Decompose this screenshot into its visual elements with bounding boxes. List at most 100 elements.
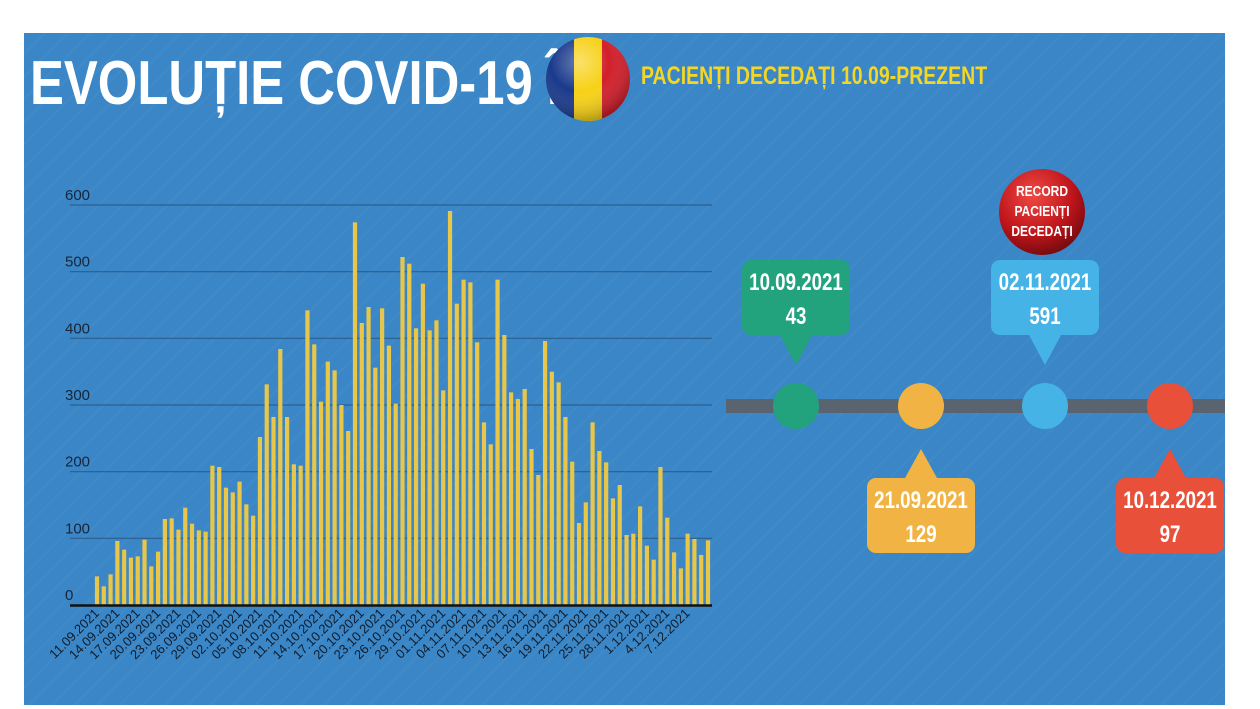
romania-flag-icon — [546, 37, 630, 121]
bar — [509, 392, 514, 605]
callout-box — [742, 260, 850, 335]
y-tick-label: 100 — [65, 520, 90, 537]
bar — [644, 545, 649, 605]
bar — [223, 487, 229, 605]
callout-pointer — [1154, 449, 1186, 478]
bar — [196, 530, 201, 605]
bar — [352, 222, 358, 606]
bar — [536, 475, 541, 605]
bar — [176, 529, 181, 605]
bar — [502, 335, 507, 605]
callout-box — [1116, 478, 1224, 553]
bar — [597, 451, 602, 605]
bar — [488, 444, 493, 605]
y-axis: 0 100 200 300 400 500 600 — [65, 187, 90, 604]
bar — [454, 303, 459, 605]
bar — [380, 308, 385, 605]
bar — [427, 330, 432, 605]
bar — [685, 533, 690, 605]
bar — [162, 519, 167, 605]
callout-pointer — [780, 335, 812, 365]
bar — [305, 310, 310, 605]
bar — [570, 461, 575, 605]
bar — [156, 551, 161, 605]
bar — [515, 399, 521, 605]
timeline-dot — [1022, 383, 1068, 429]
event-date: 10.09.2021 — [749, 269, 843, 296]
bar — [617, 485, 622, 605]
bar — [183, 507, 188, 605]
bar — [692, 539, 697, 605]
callout-box — [867, 478, 975, 553]
bar — [122, 549, 127, 605]
bar — [149, 566, 154, 605]
bar — [542, 341, 548, 605]
bar — [400, 257, 405, 605]
bar — [332, 370, 337, 605]
bar — [420, 283, 425, 605]
bar — [271, 417, 276, 605]
timeline-dot — [898, 383, 944, 429]
bar — [189, 523, 195, 605]
bar — [312, 344, 317, 605]
y-tick-label: 300 — [65, 387, 90, 404]
y-tick-label: 600 — [65, 187, 90, 204]
bar — [529, 449, 534, 605]
bar — [651, 559, 656, 605]
bar — [604, 462, 609, 605]
bar — [386, 345, 392, 605]
bar — [244, 504, 249, 605]
event-value: 129 — [905, 521, 936, 548]
y-tick-label: 500 — [65, 254, 90, 271]
bar — [434, 320, 439, 605]
badge-line: RECORD — [1016, 183, 1068, 200]
bar — [393, 403, 398, 605]
event-value: 591 — [1029, 303, 1060, 330]
bar — [373, 367, 378, 605]
event-date: 10.12.2021 — [1123, 487, 1217, 514]
bar — [366, 307, 371, 605]
bar — [441, 390, 446, 605]
bar — [101, 586, 106, 605]
bar — [671, 552, 677, 605]
bar — [638, 506, 643, 605]
event-date: 02.11.2021 — [999, 269, 1092, 296]
bar — [291, 464, 296, 605]
badge-line: PACIENȚI — [1014, 203, 1069, 220]
bar — [257, 437, 263, 605]
subtitle: PACIENȚI DECEDAȚI 10.09-PREZENT — [641, 62, 987, 90]
bar — [678, 568, 683, 605]
y-tick-label: 400 — [65, 320, 90, 337]
bar — [576, 523, 582, 605]
bar — [217, 467, 222, 605]
bar — [610, 498, 616, 605]
bar — [278, 349, 283, 605]
timeline-event: 02.11.2021 591 — [991, 260, 1099, 429]
bar — [583, 502, 588, 605]
timeline-events: 10.09.2021 43 21.09.2021 129 02.11.2021 591 10… — [742, 260, 1224, 553]
bar — [705, 540, 711, 605]
bar — [522, 389, 527, 605]
bar — [359, 323, 364, 605]
bar — [115, 541, 120, 605]
callout-pointer — [905, 449, 937, 478]
record-badge: RECORD PACIENȚI DECEDAȚI — [999, 169, 1085, 255]
bar — [468, 282, 473, 605]
bar — [264, 384, 269, 605]
bar — [298, 465, 303, 605]
bars — [94, 211, 711, 606]
timeline-event: 21.09.2021 129 — [867, 383, 975, 553]
bar — [624, 535, 629, 605]
bar — [495, 279, 500, 605]
event-value: 97 — [1160, 521, 1181, 548]
bar — [318, 401, 324, 605]
bar — [210, 465, 215, 605]
bar — [142, 539, 147, 605]
timeline-dot — [773, 383, 819, 429]
bar — [481, 422, 487, 605]
event-date: 21.09.2021 — [874, 487, 968, 514]
bar — [475, 342, 480, 605]
bar — [407, 263, 412, 605]
bar — [230, 492, 235, 605]
